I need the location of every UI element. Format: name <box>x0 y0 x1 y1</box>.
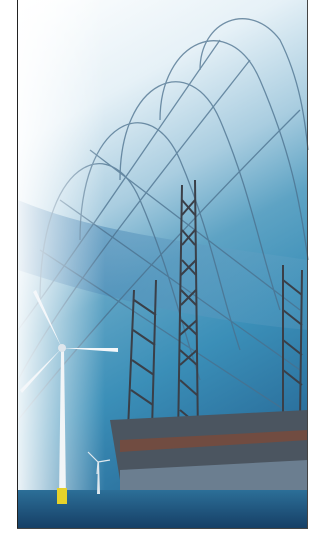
photo <box>18 0 308 528</box>
offshore-energy-image <box>0 0 313 546</box>
page: (() => { const data = JSON.parse(documen… <box>0 0 313 546</box>
